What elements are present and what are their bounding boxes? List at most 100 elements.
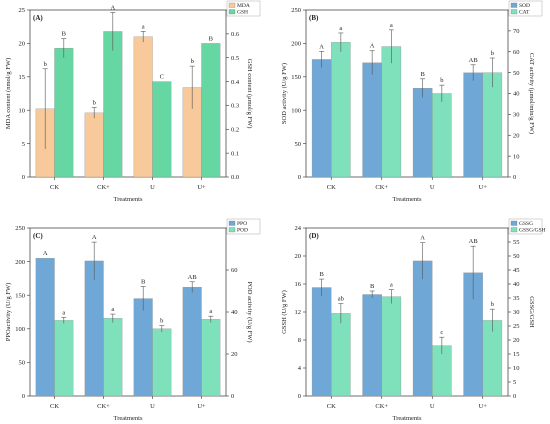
bar-gssg-gsh	[381, 296, 402, 397]
y2-tick-label: 15	[513, 351, 520, 358]
significance-label: B	[209, 35, 214, 42]
legend-swatch	[510, 2, 518, 8]
x-tick-label: CK	[50, 403, 59, 410]
y2-tick-label: 0	[513, 393, 516, 400]
y-tick-label: 20	[295, 253, 302, 260]
bar-gssg-gsh	[482, 320, 503, 397]
y2-tick-label: 10	[513, 365, 520, 372]
legend-swatch	[228, 227, 236, 233]
significance-label: b	[160, 318, 163, 325]
significance-label: a	[142, 23, 145, 30]
y-tick-label: 15	[19, 74, 26, 81]
x-tick-label: U+	[197, 184, 206, 191]
significance-label: b	[491, 301, 494, 308]
y2-tick-label: 40	[513, 91, 520, 98]
y-tick-label: 250	[291, 7, 301, 14]
y2-tick-label: 40	[231, 309, 238, 316]
bar-ppo	[35, 258, 55, 397]
legend-label: GSSG/GSH	[519, 228, 546, 234]
y2-tick-label: 5	[513, 379, 516, 386]
y2-tick-label: 60	[513, 49, 520, 56]
chart-panel-3: 050100150200250020406080CKAaCK+AaUBbU+AB…	[5, 218, 261, 422]
legend-label: POD	[237, 228, 248, 234]
legend-box	[226, 0, 261, 17]
y2-tick-label: 50	[513, 253, 520, 260]
significance-label: B	[370, 283, 375, 290]
bar-cat	[482, 72, 503, 178]
y-axis-title: GSSH (U/g FW)	[281, 290, 288, 334]
bar-gssg	[311, 287, 332, 397]
y2-axis-title: GSSG/GSH	[528, 296, 535, 328]
legend-swatch	[228, 2, 236, 8]
significance-label: a	[209, 308, 212, 315]
y-tick-label: 8	[298, 337, 301, 344]
y2-tick-label: 0.4	[231, 79, 240, 86]
legend-swatch	[510, 9, 518, 15]
bar-cat	[331, 42, 351, 178]
y2-tick-label: 0.6	[231, 31, 240, 38]
bar-gssg-gsh	[331, 313, 351, 397]
chart-panel-2: 05010015020025001020304050607080CKAaCK+A…	[281, 0, 543, 203]
y2-tick-label: 0.0	[231, 174, 239, 181]
legend-box	[226, 218, 261, 235]
y2-tick-label: 55	[513, 239, 520, 246]
bar-pod	[54, 320, 74, 397]
y2-tick-label: 70	[513, 28, 520, 35]
significance-label: a	[390, 282, 393, 289]
y2-tick-label: 20	[513, 337, 520, 344]
significance-label: b	[491, 50, 494, 57]
y2-tick-label: 40	[513, 281, 520, 288]
significance-label: b	[44, 61, 47, 68]
bar-sod	[412, 88, 433, 178]
x-axis-title: Treatments	[392, 415, 421, 422]
legend-swatch	[228, 9, 236, 15]
significance-label: b	[440, 77, 443, 84]
significance-label: a	[111, 306, 114, 313]
significance-label: A	[110, 4, 115, 11]
y2-axis-title: POD activity (U/g FW)	[246, 281, 253, 342]
significance-label: b	[191, 58, 194, 65]
y2-tick-label: 25	[513, 323, 520, 330]
bar-gsh	[201, 43, 221, 178]
y-tick-label: 150	[291, 74, 301, 81]
legend-label: SOD	[519, 3, 530, 9]
y-tick-label: 250	[15, 225, 25, 232]
bar-sod	[311, 59, 332, 178]
significance-label: A	[319, 43, 324, 50]
y2-tick-label: 10	[513, 153, 520, 160]
x-tick-label: U	[150, 184, 155, 191]
significance-label: AB	[469, 238, 479, 245]
y2-axis-title: CAT activity (μmol/min/g FW)	[528, 53, 535, 134]
significance-label: A	[92, 234, 97, 241]
y-tick-label: 4	[298, 365, 302, 372]
y2-tick-label: 35	[513, 295, 520, 302]
y-tick-label: 0	[22, 174, 25, 181]
significance-label: a	[62, 309, 65, 316]
significance-label: A	[43, 250, 48, 257]
significance-label: B	[420, 71, 425, 78]
plot-frame	[29, 9, 227, 178]
panel-label: (A)	[33, 14, 43, 22]
legend-swatch	[228, 220, 236, 226]
significance-label: c	[440, 329, 443, 336]
bar-ppo	[133, 298, 153, 397]
significance-label: a	[339, 25, 342, 32]
bar-mda	[84, 112, 104, 178]
y2-tick-label: 45	[513, 267, 520, 274]
legend-label: GSH	[237, 10, 248, 16]
panel-label: (C)	[33, 232, 43, 240]
bar-gsh	[152, 81, 172, 178]
y-tick-label: 200	[291, 41, 301, 48]
x-tick-label: CK	[50, 184, 59, 191]
y-axis-title: MDA content (nmol/g FW)	[5, 58, 12, 129]
panel-label: (B)	[309, 14, 319, 22]
y-tick-label: 16	[295, 281, 302, 288]
legend-box	[508, 0, 543, 17]
y2-tick-label: 0.5	[231, 55, 239, 62]
x-tick-label: U	[430, 184, 435, 191]
x-axis-title: Treatments	[113, 415, 142, 422]
y-tick-label: 50	[19, 360, 26, 367]
x-tick-label: CK	[327, 403, 336, 410]
significance-label: B	[141, 278, 146, 285]
significance-label: A	[370, 43, 375, 50]
